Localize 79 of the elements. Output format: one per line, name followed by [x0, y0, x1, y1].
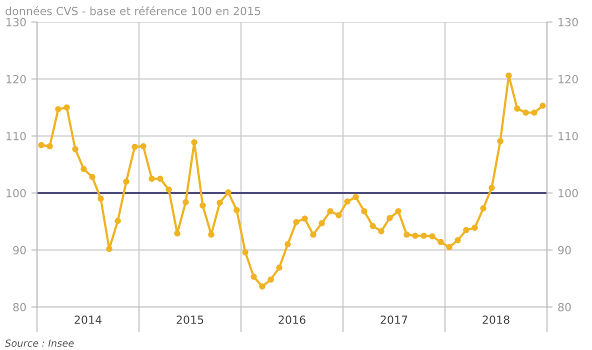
point: [412, 232, 418, 239]
point: [284, 241, 291, 248]
x-tick-label: 2014: [74, 316, 102, 324]
point: [106, 246, 112, 252]
point: [446, 244, 452, 250]
point: [166, 186, 172, 193]
point: [259, 283, 266, 290]
point: [344, 198, 350, 205]
point: [522, 110, 529, 116]
y-tick-label: 80: [13, 302, 26, 312]
point: [98, 196, 104, 202]
point: [114, 218, 121, 224]
y-tick-label: 110: [6, 132, 26, 140]
y2-tick-label: 120: [558, 74, 578, 84]
point: [336, 212, 342, 218]
point: [276, 264, 282, 271]
point: [514, 106, 520, 112]
point: [216, 200, 223, 206]
x-tick-label: 2016: [278, 316, 306, 324]
point: [89, 174, 96, 180]
point: [225, 189, 232, 196]
y2-tick-label: 100: [558, 188, 578, 198]
point: [293, 218, 300, 226]
x-tick-label: 2017: [380, 316, 408, 324]
point: [46, 143, 53, 150]
point: [318, 220, 325, 226]
y-tick-label: 130: [6, 18, 26, 26]
y-tick-label: 120: [6, 74, 26, 84]
point: [395, 208, 402, 214]
point: [55, 106, 62, 112]
point: [174, 230, 180, 237]
x-tick-label: 2018: [482, 316, 510, 324]
point: [506, 72, 512, 79]
point: [480, 205, 486, 212]
point: [370, 222, 376, 230]
point: [250, 274, 257, 280]
point: [531, 110, 538, 116]
point: [463, 226, 470, 234]
point: [64, 104, 70, 111]
point: [361, 208, 368, 214]
point: [140, 143, 146, 150]
y2-tick-label: 80: [558, 302, 571, 312]
point: [208, 231, 214, 238]
point: [404, 231, 410, 238]
point: [200, 202, 206, 209]
y2-tick-label: 90: [558, 246, 571, 254]
y-tick-label: 90: [13, 246, 26, 254]
point: [191, 139, 198, 146]
y-tick-label: 100: [6, 188, 26, 198]
y2-tick-label: 130: [558, 18, 578, 26]
point: [438, 238, 444, 246]
point: [132, 144, 138, 150]
y2-tick-label: 110: [558, 132, 578, 140]
point: [378, 228, 384, 234]
point: [310, 231, 316, 238]
point: [420, 232, 427, 239]
point: [148, 176, 155, 182]
point: [268, 276, 274, 283]
chart-title: données CVS - base et référence 100 en 2015: [6, 6, 260, 16]
point: [429, 233, 436, 240]
x-tick-label: 2015: [176, 316, 204, 324]
point: [327, 208, 334, 214]
point: [72, 146, 78, 152]
point: [123, 178, 130, 185]
source-note: Source : Insee: [5, 339, 74, 347]
point: [472, 224, 478, 231]
point: [242, 249, 248, 256]
point: [386, 214, 393, 222]
point: [352, 194, 359, 200]
point: [488, 184, 495, 191]
point: [540, 102, 546, 109]
point: [454, 237, 461, 244]
point: [302, 216, 308, 222]
point: [182, 198, 189, 206]
point: [234, 206, 240, 214]
point: [157, 176, 164, 182]
point: [80, 166, 87, 172]
point: [38, 142, 44, 148]
point: [497, 138, 504, 144]
